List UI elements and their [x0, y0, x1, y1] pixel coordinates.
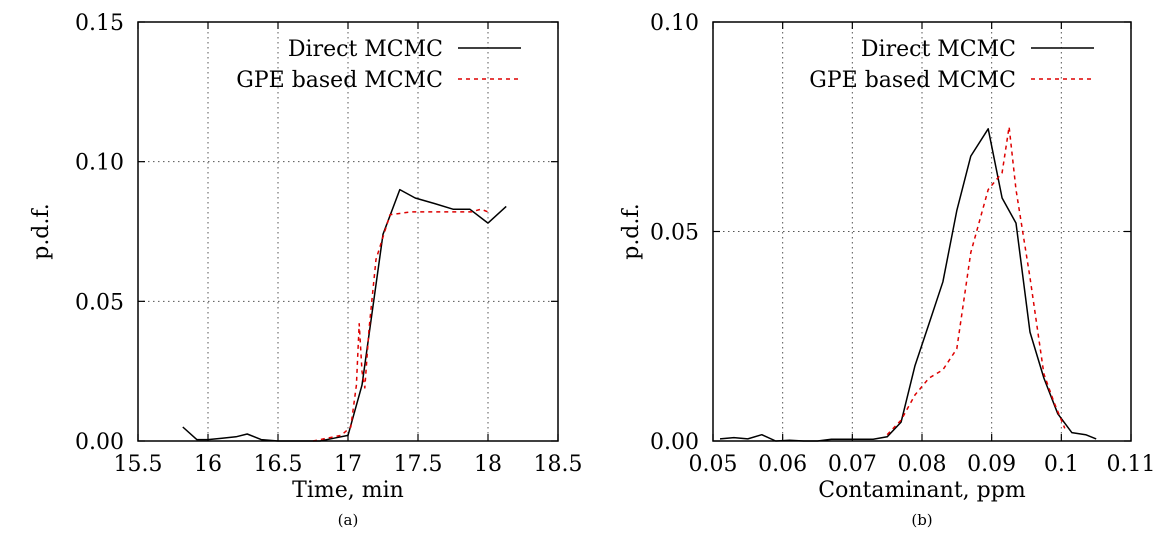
x-tick-label: 0.07	[828, 452, 877, 477]
x-tick-label: 18	[474, 452, 502, 477]
x-tick-label: 15.5	[114, 452, 163, 477]
series-line-gpe-based-mcmc	[886, 126, 1066, 436]
x-tick-label: 16	[194, 452, 222, 477]
y-tick-label: 0.10	[650, 11, 699, 36]
tick-labels: 0.05 0.06 0.07 0.08 0.09 0.1 0.110.000.050.10	[650, 11, 1155, 477]
legend-label: Direct MCMC	[288, 37, 443, 62]
y-tick-label: 0.10	[75, 151, 124, 176]
x-tick-label: 18.5	[534, 452, 583, 477]
series-lines	[719, 126, 1097, 442]
chart-panel-b: 0.05 0.06 0.07 0.08 0.09 0.1 0.110.000.050.10 …	[619, 11, 1155, 529]
x-tick-label: 0.11	[1107, 452, 1156, 477]
x-tick-label: 0.08	[898, 452, 947, 477]
y-tick-label: 0.05	[650, 221, 699, 246]
x-tick-label: 0.06	[758, 452, 807, 477]
y-tick-label: 0.00	[650, 430, 699, 455]
x-tick-label: 17	[334, 452, 362, 477]
x-tick-label: 17.5	[394, 452, 443, 477]
x-tick-label: 16.5	[254, 452, 303, 477]
y-tick-label: 0.05	[75, 290, 124, 315]
panel-caption: (a)	[338, 511, 359, 529]
panel-caption: (b)	[911, 511, 932, 529]
x-axis-label: Time, min	[292, 478, 404, 503]
series-line-direct-mcmc	[182, 188, 507, 442]
y-axis-label: p.d.f.	[619, 203, 644, 260]
legend: Direct MCMC GPE based MCMC	[809, 37, 1094, 93]
tick-labels: 15.5 16 16.5 17 17.5 18 18.5 0.00 0.05 0.10 0.15	[75, 11, 582, 477]
chart-panel-a: 15.5 16 16.5 17 17.5 18 18.5 0.00 0.05 0.10 0.15 D…	[29, 11, 582, 529]
x-tick-label: 0.09	[967, 452, 1016, 477]
x-axis-label: Contaminant, ppm	[818, 478, 1026, 503]
legend-label: GPE based MCMC	[236, 68, 443, 93]
series-line-direct-mcmc	[719, 128, 1097, 442]
y-tick-label: 0.15	[75, 11, 124, 36]
legend-label: Direct MCMC	[861, 37, 1016, 62]
grid-lines	[138, 22, 558, 441]
legend: Direct MCMC GPE based MCMC	[236, 37, 521, 93]
x-tick-label: 0.1	[1044, 452, 1079, 477]
legend-label: GPE based MCMC	[809, 68, 1016, 93]
series-line-gpe-based-mcmc	[312, 208, 489, 442]
series-lines	[182, 188, 507, 442]
y-axis-label: p.d.f.	[29, 203, 54, 260]
x-tick-label: 0.05	[689, 452, 738, 477]
y-tick-label: 0.00	[75, 430, 124, 455]
